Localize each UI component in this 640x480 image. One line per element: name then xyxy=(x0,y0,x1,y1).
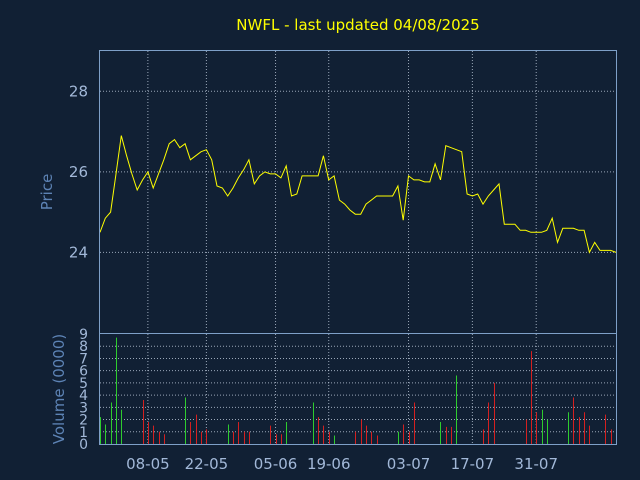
volume-tick-label: 8 xyxy=(79,339,88,355)
chart-title: NWFL - last updated 04/08/2025 xyxy=(236,16,479,34)
volume-tick-label: 9 xyxy=(79,327,88,343)
volume-axis-label: Volume (0000) xyxy=(50,334,68,444)
volume-tick-label: 0 xyxy=(79,437,88,453)
volume-tick-label: 1 xyxy=(79,425,88,441)
price-tick-label: 24 xyxy=(69,243,88,261)
date-tick-label: 03-07 xyxy=(387,455,431,473)
price-tick-label: 28 xyxy=(69,82,88,100)
date-tick-label: 08-05 xyxy=(126,455,170,473)
price-axis-ticks: 24 26 28 xyxy=(69,82,88,261)
volume-tick-label: 6 xyxy=(79,364,88,380)
volume-tick-label: 3 xyxy=(79,400,88,416)
price-tick-label: 26 xyxy=(69,163,88,181)
volume-tick-label: 4 xyxy=(79,388,88,404)
date-axis-ticks: 08-05 22-05 05-06 19-06 03-07 17-07 31-07 xyxy=(126,455,558,473)
volume-tick-label: 2 xyxy=(79,413,88,429)
date-tick-label: 22-05 xyxy=(185,455,229,473)
price-gridlines xyxy=(100,51,616,333)
price-panel-frame xyxy=(99,50,617,334)
price-axis-label: Price xyxy=(38,174,56,211)
date-tick-label: 17-07 xyxy=(451,455,495,473)
volume-gridlines xyxy=(100,334,616,444)
price-line xyxy=(99,135,617,254)
date-tick-label: 05-06 xyxy=(254,455,298,473)
volume-bars xyxy=(100,337,617,444)
volume-tick-label: 7 xyxy=(79,351,88,367)
volume-panel-frame xyxy=(99,333,617,445)
date-tick-label: 19-06 xyxy=(307,455,351,473)
date-tick-label: 31-07 xyxy=(514,455,558,473)
volume-tick-label: 5 xyxy=(79,376,88,392)
